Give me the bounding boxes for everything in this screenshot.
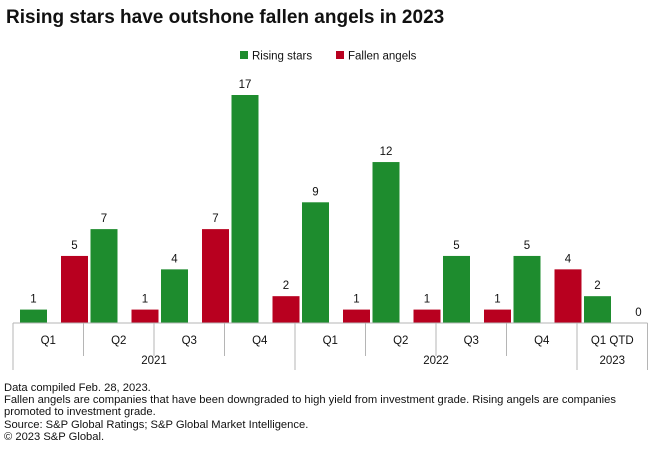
- bar-0-6: [443, 255, 470, 323]
- category-label-2: Q3: [182, 335, 197, 347]
- value-label-1-3: 2: [283, 280, 289, 292]
- value-label-0-8: 2: [594, 280, 600, 292]
- bar-1-3: [272, 296, 300, 323]
- bar-1-5: [413, 309, 441, 323]
- value-label-1-1: 1: [142, 294, 148, 306]
- footer-copyright: © 2023 S&P Global.: [4, 430, 105, 443]
- legend-swatch-1: [336, 51, 344, 59]
- category-label-3: Q4: [252, 335, 268, 347]
- bar-1-0: [61, 255, 88, 323]
- value-label-0-3: 17: [239, 79, 252, 91]
- value-label-0-2: 4: [171, 253, 178, 265]
- value-label-0-5: 12: [380, 146, 393, 158]
- bar-0-3: [231, 95, 259, 323]
- legend-swatch-0: [240, 51, 248, 59]
- category-label-5: Q2: [393, 335, 408, 347]
- bar-0-8: [584, 296, 611, 323]
- bar-1-1: [131, 309, 159, 323]
- bar-0-0: [20, 309, 47, 323]
- value-label-1-6: 1: [494, 294, 500, 306]
- bar-1-6: [484, 309, 511, 323]
- group-label-1: 2022: [423, 355, 449, 367]
- category-label-7: Q4: [534, 335, 550, 347]
- footer-definition-note: Fallen angels are companies that have be…: [4, 394, 616, 419]
- chart-footer: Data compiled Feb. 28, 2023. Fallen ange…: [4, 382, 656, 443]
- value-label-1-7: 4: [565, 253, 572, 265]
- bar-0-1: [90, 229, 118, 323]
- category-label-0: Q1: [41, 335, 56, 347]
- bars: [20, 95, 611, 323]
- value-label-1-4: 1: [353, 294, 359, 306]
- category-label-4: Q1: [323, 335, 338, 347]
- value-label-1-8: 0: [635, 307, 641, 319]
- bar-1-2: [202, 229, 229, 323]
- bar-0-7: [513, 255, 541, 323]
- category-axis: Q1 Q2 Q3 Q4 Q1 Q2 Q3 Q4 Q1 QTD 2021 2022 2023: [12, 322, 648, 370]
- category-label-1: Q2: [111, 335, 126, 347]
- value-label-1-5: 1: [424, 294, 430, 306]
- legend: Rising stars Fallen angels: [240, 51, 417, 63]
- value-label-0-6: 5: [453, 240, 459, 252]
- legend-label-1: Fallen angels: [348, 51, 417, 63]
- value-label-0-7: 5: [524, 240, 530, 252]
- bar-1-4: [343, 309, 370, 323]
- bar-0-4: [302, 202, 329, 323]
- bar-1-7: [554, 269, 582, 323]
- group-label-0: 2021: [141, 355, 167, 367]
- value-label-1-0: 5: [71, 240, 77, 252]
- value-labels: 1 5 7 1 4 7 17 2 9 1 12 1 5 1 5 4 2 0: [30, 79, 641, 319]
- bar-0-2: [161, 269, 188, 323]
- value-label-0-4: 9: [312, 186, 318, 198]
- bar-0-5: [372, 162, 400, 323]
- chart-title: Rising stars have outshone fallen angels…: [6, 7, 445, 28]
- value-label-0-0: 1: [30, 294, 36, 306]
- category-label-6: Q3: [464, 335, 479, 347]
- footer-date-note: Data compiled Feb. 28, 2023.: [4, 382, 151, 394]
- footer-source-note: Source: S&P Global Ratings; S&P Global M…: [4, 418, 309, 431]
- bar-chart: Rising stars Fallen angels 15714717291121…: [12, 51, 648, 370]
- legend-label-0: Rising stars: [252, 51, 312, 63]
- value-label-1-2: 7: [212, 213, 218, 225]
- value-label-0-1: 7: [101, 213, 107, 225]
- group-label-2: 2023: [599, 355, 625, 367]
- category-label-8: Q1 QTD: [591, 335, 634, 347]
